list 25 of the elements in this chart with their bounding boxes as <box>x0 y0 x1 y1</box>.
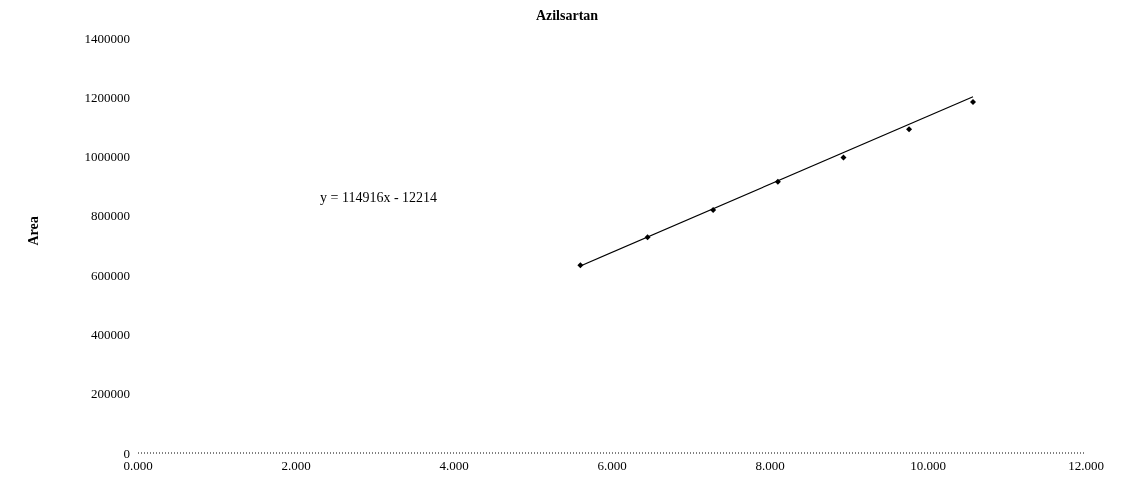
x-tick-label: 0.000 <box>123 458 153 474</box>
point <box>840 154 847 161</box>
point <box>577 262 584 269</box>
point <box>970 99 977 106</box>
x-tick-label: 8.000 <box>755 458 785 474</box>
x-tick-label: 10.000 <box>910 458 946 474</box>
y-tick-label: 600000 <box>91 267 130 283</box>
x-tick-label: 2.000 <box>281 458 311 474</box>
y-tick-label: 200000 <box>91 386 130 402</box>
point <box>710 206 717 213</box>
x-tick-label: 6.000 <box>597 458 627 474</box>
annotation: y = 114916x - 12214 <box>320 190 438 206</box>
y-tick-label: 1400000 <box>84 30 130 46</box>
y-tick-label: 1200000 <box>84 89 130 105</box>
y-tick-label: 800000 <box>91 208 130 224</box>
chart-title: Azilsartan <box>534 8 600 25</box>
point <box>774 178 781 185</box>
point <box>906 126 913 133</box>
y-axis-title: Area <box>25 216 41 246</box>
y-tick-label: 1000000 <box>84 149 130 165</box>
y-tick-label: 0 <box>123 445 130 461</box>
point <box>644 234 651 241</box>
x-tick-label: 4.000 <box>439 458 469 474</box>
y-tick-label: 400000 <box>91 327 130 343</box>
x-tick-label: 12.000 <box>1068 458 1104 474</box>
